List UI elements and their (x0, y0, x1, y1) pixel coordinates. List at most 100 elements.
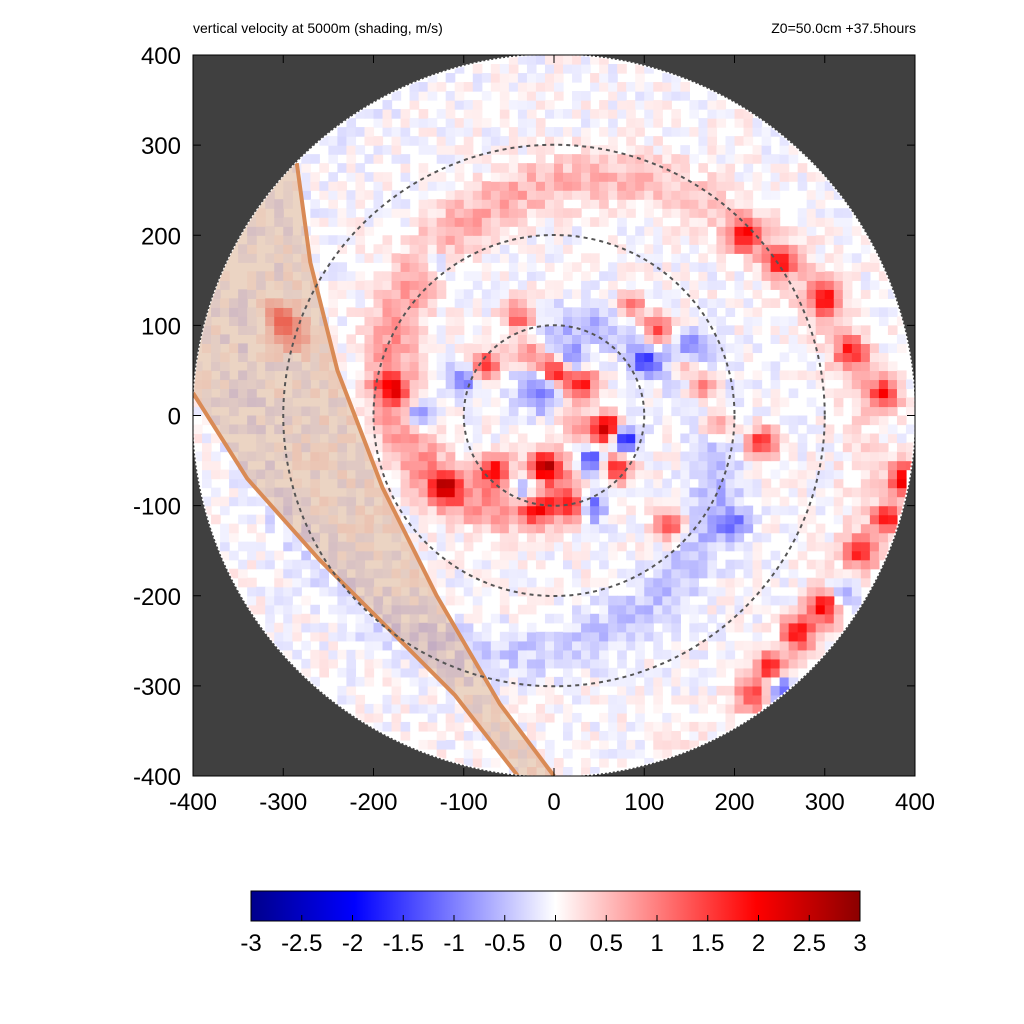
heatmap-cell (815, 370, 826, 381)
heatmap-cell (382, 523, 393, 534)
heatmap-cell (563, 658, 573, 669)
heatmap-cell (698, 352, 709, 363)
heatmap-cell (535, 442, 546, 453)
heatmap-cell (337, 694, 348, 705)
heatmap-cell (535, 217, 546, 227)
heatmap-cell (788, 595, 799, 606)
heatmap-cell (211, 451, 221, 462)
heatmap-cell (662, 451, 672, 462)
heatmap-cell (644, 577, 654, 588)
heatmap-cell (626, 631, 636, 642)
heatmap-cell (535, 451, 546, 462)
heatmap-cell (445, 226, 456, 236)
heatmap-cell (680, 388, 690, 399)
heatmap-cell (508, 694, 519, 705)
heatmap-cell (797, 613, 808, 624)
heatmap-cell (355, 604, 366, 615)
heatmap-cell (463, 631, 474, 642)
heatmap-cell (779, 505, 790, 516)
heatmap-cell (626, 208, 636, 218)
heatmap-cell (274, 343, 284, 354)
heatmap-cell (608, 307, 618, 317)
heatmap-cell (554, 478, 564, 489)
heatmap-cell (878, 442, 889, 453)
heatmap-cell (716, 505, 727, 516)
heatmap-cell (581, 721, 591, 732)
heatmap-cell (265, 550, 275, 561)
heatmap-cell (752, 631, 763, 642)
heatmap-cell (238, 424, 248, 435)
heatmap-cell (337, 460, 348, 471)
heatmap-cell (391, 109, 402, 119)
heatmap-cell (815, 235, 826, 245)
heatmap-cell (644, 730, 654, 741)
heatmap-cell (310, 172, 320, 182)
heatmap-cell (328, 217, 338, 227)
heatmap-cell (707, 505, 718, 516)
heatmap-cell (535, 469, 546, 480)
heatmap-cell (716, 118, 727, 128)
heatmap-cell (662, 199, 672, 209)
heatmap-cell (770, 316, 781, 326)
heatmap-cell (878, 379, 889, 390)
heatmap-cell (761, 163, 772, 173)
heatmap-cell (328, 307, 338, 317)
heatmap-cell (535, 514, 546, 525)
heatmap-cell (445, 136, 456, 146)
heatmap-cell (418, 118, 429, 128)
heatmap-cell (770, 217, 781, 227)
heatmap-cell (617, 694, 627, 705)
heatmap-cell (337, 271, 348, 281)
heatmap-cell (463, 217, 474, 227)
heatmap-cell (256, 586, 266, 597)
heatmap-cell (788, 424, 799, 435)
heatmap-cell (752, 604, 763, 615)
heatmap-cell (391, 649, 402, 660)
heatmap-cell (526, 721, 537, 732)
heatmap-cell (626, 334, 636, 345)
heatmap-cell (608, 442, 618, 453)
heatmap-cell (662, 190, 672, 200)
heatmap-cell (265, 595, 275, 606)
heatmap-cell (725, 235, 736, 245)
heatmap-cell (644, 505, 654, 516)
heatmap-cell (247, 604, 257, 615)
heatmap-cell (526, 298, 537, 308)
heatmap-cell (662, 325, 672, 335)
heatmap-cell (391, 415, 402, 426)
heatmap-cell (337, 244, 348, 254)
heatmap-cell (400, 127, 411, 137)
heatmap-cell (833, 289, 844, 299)
heatmap-cell (364, 343, 375, 354)
heatmap-cell (887, 343, 898, 354)
heatmap-cell (743, 586, 754, 597)
heatmap-cell (653, 703, 663, 714)
heatmap-cell (725, 298, 736, 308)
heatmap-cell (563, 190, 573, 200)
heatmap-cell (427, 433, 438, 444)
heatmap-cell (346, 334, 357, 345)
heatmap-cell (274, 631, 284, 642)
heatmap-cell (364, 613, 375, 624)
heatmap-cell (256, 334, 266, 345)
heatmap-cell (445, 379, 456, 390)
heatmap-cell (806, 541, 817, 552)
heatmap-cell (436, 667, 447, 678)
heatmap-cell (382, 316, 393, 326)
heatmap-cell (337, 667, 348, 678)
heatmap-cell (572, 415, 582, 426)
heatmap-cell (608, 451, 618, 462)
heatmap-cell (617, 163, 627, 173)
heatmap-cell (463, 532, 474, 543)
heatmap-cell (743, 280, 754, 290)
heatmap-cell (337, 361, 348, 372)
heatmap-cell (418, 496, 429, 507)
heatmap-cell (508, 451, 519, 462)
heatmap-cell (544, 739, 555, 750)
heatmap-cell (499, 730, 510, 741)
heatmap-cell (842, 208, 853, 218)
heatmap-cell (626, 280, 636, 290)
heatmap-cell (508, 460, 519, 471)
heatmap-cell (806, 397, 817, 408)
heatmap-cell (373, 721, 384, 732)
